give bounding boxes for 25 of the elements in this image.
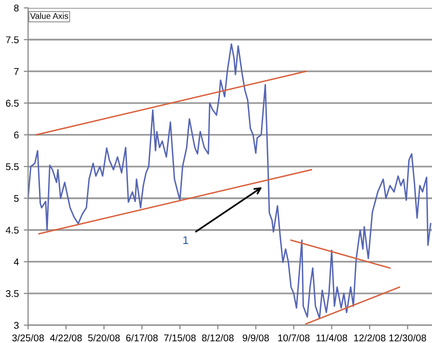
y-axis-title: Value Axis bbox=[30, 12, 68, 19]
y-tick-label: 4 bbox=[14, 258, 19, 266]
x-tick-label: 7/15/08 bbox=[164, 334, 196, 342]
x-tick-label: 10/7/08 bbox=[278, 334, 310, 342]
x-tick-label: 12/30/08 bbox=[389, 334, 426, 342]
x-tick-label: 8/12/08 bbox=[202, 334, 234, 342]
y-tick-label: 8 bbox=[14, 4, 19, 12]
y-tick-label: 7 bbox=[14, 68, 19, 75]
y-tick-label: 7.5 bbox=[6, 36, 19, 44]
x-tick-label: 6/17/08 bbox=[126, 334, 158, 342]
x-tick-label: 12/2/08 bbox=[354, 334, 386, 342]
y-tick-label: 4.5 bbox=[6, 226, 19, 234]
x-tick-label: 3/25/08 bbox=[12, 334, 44, 342]
y-tick-label: 3.5 bbox=[6, 290, 19, 298]
line-series bbox=[28, 43, 432, 319]
x-tick-label: 5/20/08 bbox=[88, 334, 120, 342]
y-tick-label: 3 bbox=[14, 322, 19, 329]
y-tick-label: 5.5 bbox=[6, 163, 19, 170]
y-tick-label: 6 bbox=[14, 132, 19, 138]
x-tick-label: 9/9/08 bbox=[242, 334, 269, 342]
annotation: 1 bbox=[183, 236, 188, 244]
y-tick-label: 5 bbox=[14, 195, 19, 202]
y-tick-label: 6.5 bbox=[6, 100, 19, 107]
x-tick-label: 4/22/08 bbox=[50, 334, 82, 342]
x-tick-label: 11/4/08 bbox=[316, 334, 348, 342]
